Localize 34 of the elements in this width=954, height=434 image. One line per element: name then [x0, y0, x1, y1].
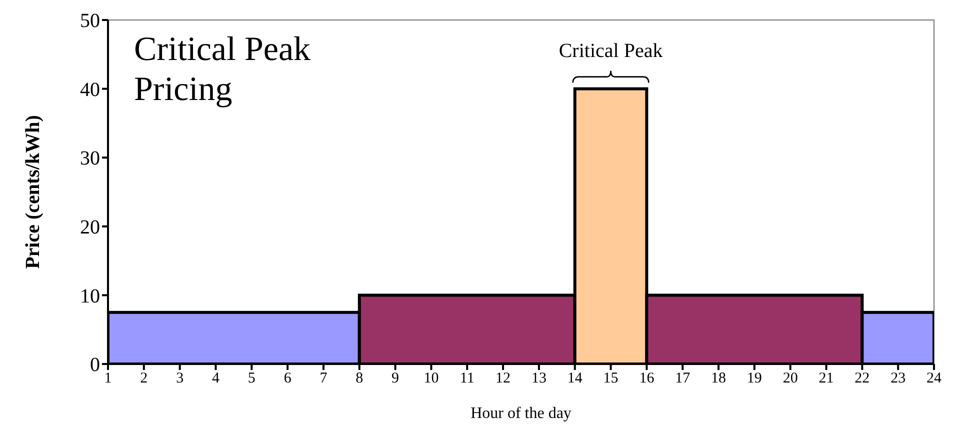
y-tick-label: 10: [80, 285, 100, 308]
y-tick-label: 0: [90, 354, 100, 376]
x-tick-label: 1: [104, 370, 112, 387]
x-tick-label: 11: [460, 370, 474, 387]
x-tick-label: 3: [176, 370, 184, 387]
x-tick-label: 17: [675, 370, 691, 387]
x-tick-label: 4: [212, 370, 220, 387]
x-tick-label: 15: [603, 370, 618, 387]
x-tick-label: 13: [531, 370, 546, 387]
x-tick-label: 16: [639, 370, 655, 387]
text: Critical Peak Pricing: [134, 30, 312, 110]
x-tick-label: 23: [890, 370, 906, 387]
x-tick-label: 14: [567, 370, 583, 387]
y-tick-label: 30: [80, 148, 100, 170]
x-tick-label: 20: [782, 370, 798, 387]
x-tick-label: 9: [392, 370, 400, 387]
y-axis-title: Price (cents/kWh): [22, 115, 44, 269]
x-tick-label: 6: [284, 370, 292, 387]
x-tick-label: 2: [140, 370, 148, 387]
x-tick-label: 12: [496, 370, 511, 387]
x-tick-label: 7: [320, 370, 328, 387]
y-tick-label: 50: [80, 10, 100, 32]
x-tick-label: 18: [711, 370, 726, 387]
annotation: Critical Peak: [558, 40, 663, 62]
y-tick-label: 40: [80, 78, 100, 101]
x-tick-label: 8: [356, 370, 364, 387]
x-tick-label: 10: [424, 370, 439, 387]
x-axis-title: Hour of the day: [470, 405, 572, 422]
y-tick-label: 20: [80, 216, 100, 238]
x-tick-label: 5: [248, 370, 256, 387]
x-tick-label: 22: [854, 370, 870, 387]
x-tick-label: 21: [818, 370, 834, 387]
x-tick-label: 19: [746, 370, 762, 387]
x-tick-label: 24: [926, 370, 942, 387]
